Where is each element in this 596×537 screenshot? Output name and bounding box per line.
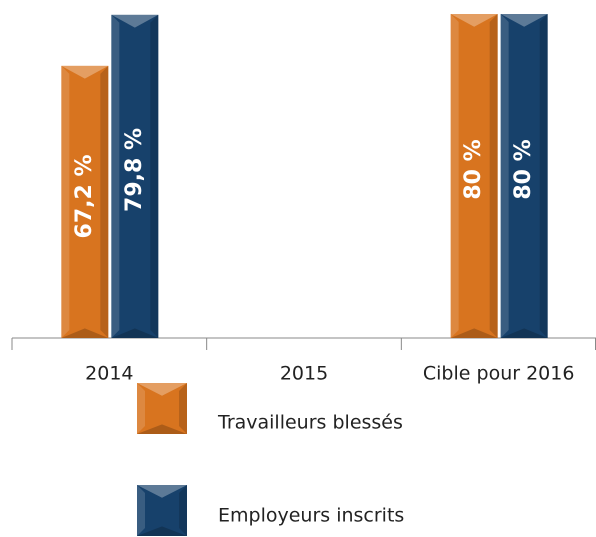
legend-label: Employeurs inscrits — [218, 505, 404, 527]
bar-body — [450, 14, 498, 338]
bar — [61, 65, 109, 338]
bar-bevel-top — [500, 14, 548, 27]
x-tick-label: Cible pour 2016 — [423, 363, 575, 385]
bar-bevel-top — [111, 14, 159, 28]
bar-bevel-bottom — [450, 328, 498, 338]
bar-body — [500, 14, 548, 338]
legend-swatch-bevel-bottom — [137, 424, 187, 434]
bar-bevel-left — [111, 14, 120, 339]
value-label: 80 % — [461, 139, 486, 199]
bar-bevel-top — [61, 65, 109, 79]
bar-bevel-left — [500, 14, 509, 338]
legend-swatch-body — [137, 383, 187, 434]
legend-swatch-body — [137, 485, 187, 536]
bar-bevel-right — [489, 14, 498, 338]
bar-bevel-left — [61, 65, 70, 338]
legend-swatch-bevel-right — [179, 383, 187, 434]
bar-body — [111, 14, 159, 339]
bar-bevel-right — [539, 14, 548, 338]
bar-bevel-bottom — [500, 328, 548, 338]
legend-swatch-bevel-top — [137, 383, 187, 396]
legend-swatch-bevel-top — [137, 485, 187, 498]
value-label: 79,8 % — [122, 128, 147, 212]
value-label: 80 % — [511, 139, 536, 199]
bar-bevel-bottom — [111, 328, 159, 338]
x-tick-label: 2014 — [85, 363, 133, 385]
bar-bevel-top — [450, 14, 498, 27]
legend-swatch-bevel-left — [137, 485, 145, 536]
bar-bevel-right — [150, 14, 159, 339]
legend-swatch — [137, 485, 187, 536]
legend-swatch-bevel-right — [179, 485, 187, 536]
legend-swatch-bevel-left — [137, 383, 145, 434]
x-tick-label: 2015 — [280, 363, 328, 385]
bar-bevel-bottom — [61, 328, 109, 338]
legend-swatch-bevel-bottom — [137, 526, 187, 536]
value-label: 67,2 % — [72, 154, 97, 238]
bar — [111, 14, 159, 339]
bar — [500, 14, 548, 338]
legend-label: Travailleurs blessés — [217, 412, 403, 434]
legend-swatch — [137, 383, 187, 434]
bar-body — [61, 65, 109, 338]
bar-bevel-left — [450, 14, 459, 338]
bar — [450, 14, 498, 338]
bar-bevel-right — [100, 65, 109, 338]
